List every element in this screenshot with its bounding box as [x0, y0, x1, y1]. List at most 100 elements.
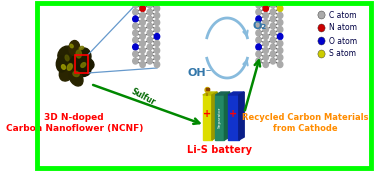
Circle shape — [277, 41, 283, 47]
Circle shape — [140, 5, 145, 11]
Circle shape — [140, 27, 145, 32]
Text: Li-S battery: Li-S battery — [187, 145, 253, 155]
Circle shape — [270, 44, 276, 50]
Bar — [203, 95, 212, 140]
Circle shape — [263, 27, 268, 32]
Circle shape — [140, 12, 145, 18]
Circle shape — [133, 16, 138, 22]
Circle shape — [263, 34, 268, 40]
Circle shape — [154, 48, 160, 54]
Circle shape — [277, 27, 283, 32]
Text: Recycled Carbon Materials: Recycled Carbon Materials — [242, 113, 369, 122]
Circle shape — [154, 62, 160, 68]
Text: S atom: S atom — [329, 49, 356, 58]
Circle shape — [277, 62, 283, 68]
Circle shape — [140, 62, 145, 68]
Circle shape — [277, 55, 283, 61]
Polygon shape — [212, 92, 217, 140]
Ellipse shape — [58, 46, 73, 62]
Text: +: + — [229, 109, 237, 119]
Bar — [228, 95, 239, 140]
Circle shape — [270, 51, 276, 57]
Circle shape — [154, 5, 160, 11]
Polygon shape — [225, 92, 230, 140]
Circle shape — [256, 2, 261, 8]
Text: Separator: Separator — [218, 106, 222, 128]
Ellipse shape — [79, 48, 91, 64]
Circle shape — [147, 37, 152, 43]
Text: Carbon Nanoflower (NCNF): Carbon Nanoflower (NCNF) — [6, 124, 143, 133]
Circle shape — [277, 19, 283, 25]
Circle shape — [256, 51, 261, 57]
Circle shape — [133, 58, 138, 64]
Ellipse shape — [80, 58, 94, 70]
Circle shape — [263, 12, 268, 18]
Circle shape — [140, 34, 145, 40]
Circle shape — [133, 9, 138, 15]
Circle shape — [263, 5, 268, 11]
Circle shape — [318, 37, 325, 45]
Circle shape — [270, 23, 276, 29]
Circle shape — [133, 44, 138, 50]
Circle shape — [133, 30, 138, 36]
Text: O₂: O₂ — [252, 21, 266, 31]
Text: N atom: N atom — [329, 23, 357, 32]
Circle shape — [147, 30, 152, 36]
Circle shape — [256, 58, 261, 64]
Circle shape — [133, 37, 138, 43]
Circle shape — [147, 16, 152, 22]
Circle shape — [256, 44, 261, 50]
Circle shape — [147, 44, 152, 50]
Polygon shape — [203, 92, 217, 95]
Circle shape — [154, 55, 160, 61]
Ellipse shape — [76, 50, 82, 58]
Circle shape — [263, 41, 268, 47]
Circle shape — [147, 23, 152, 29]
Text: 3D N-doped: 3D N-doped — [45, 113, 104, 122]
Ellipse shape — [67, 64, 72, 70]
Ellipse shape — [59, 63, 75, 81]
Circle shape — [277, 48, 283, 54]
Circle shape — [140, 55, 145, 61]
Circle shape — [133, 2, 138, 8]
Circle shape — [154, 41, 160, 47]
Text: +: + — [203, 109, 211, 119]
Circle shape — [147, 9, 152, 15]
Circle shape — [140, 19, 145, 25]
Ellipse shape — [56, 56, 67, 72]
Polygon shape — [228, 92, 244, 95]
Circle shape — [270, 9, 276, 15]
Circle shape — [205, 88, 209, 93]
Circle shape — [277, 34, 283, 40]
Bar — [75, 55, 88, 73]
Circle shape — [154, 19, 160, 25]
Circle shape — [263, 48, 268, 54]
Ellipse shape — [70, 44, 73, 48]
Ellipse shape — [76, 63, 91, 76]
Polygon shape — [215, 92, 230, 95]
Ellipse shape — [73, 71, 79, 77]
Circle shape — [147, 58, 152, 64]
Circle shape — [270, 30, 276, 36]
Circle shape — [270, 2, 276, 8]
Circle shape — [277, 12, 283, 18]
Circle shape — [256, 30, 261, 36]
Ellipse shape — [69, 41, 80, 55]
Bar — [215, 95, 225, 140]
Circle shape — [318, 24, 325, 32]
Circle shape — [318, 11, 325, 19]
Circle shape — [147, 51, 152, 57]
Circle shape — [263, 62, 268, 68]
Text: from Cathode: from Cathode — [273, 124, 338, 133]
Circle shape — [263, 19, 268, 25]
Text: Sulfur: Sulfur — [129, 86, 157, 107]
Circle shape — [318, 50, 325, 58]
Bar — [206, 88, 209, 90]
Ellipse shape — [65, 53, 84, 71]
Circle shape — [133, 23, 138, 29]
Text: OH⁻: OH⁻ — [187, 68, 212, 78]
Circle shape — [277, 5, 283, 11]
Circle shape — [154, 27, 160, 32]
Circle shape — [154, 12, 160, 18]
Circle shape — [270, 16, 276, 22]
